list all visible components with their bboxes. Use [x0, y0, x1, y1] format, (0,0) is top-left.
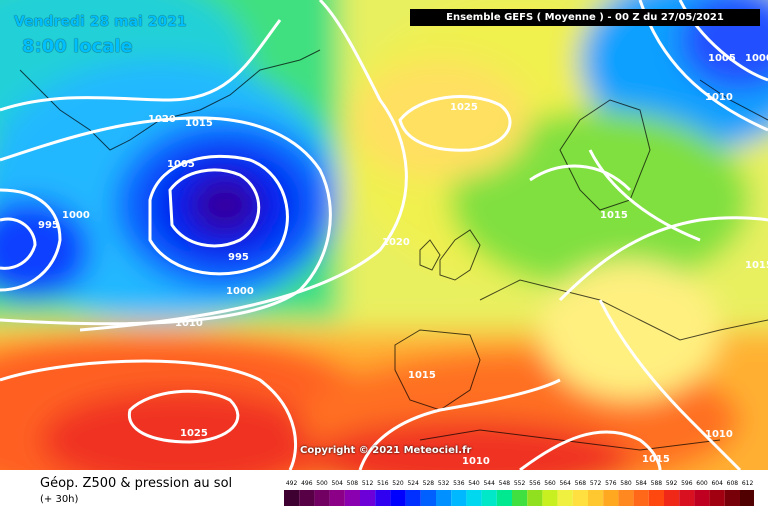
legend-tick-label: 492	[286, 480, 298, 487]
legend-color-swatch	[451, 490, 467, 506]
isobar-label: 1000	[62, 210, 90, 221]
legend-color-swatch	[284, 490, 300, 506]
legend-tick-label: 540	[468, 480, 480, 487]
isobar-label: 1015	[185, 118, 213, 129]
footer-title: Géop. Z500 & pression au sol	[40, 476, 233, 491]
legend-tick-label: 588	[651, 480, 663, 487]
legend-tick-label: 512	[362, 480, 374, 487]
isobars	[0, 0, 768, 470]
legend-color-swatch	[329, 490, 345, 506]
legend-tick-label: 596	[681, 480, 693, 487]
isobar-label: 1015	[642, 454, 670, 465]
legend-color-swatch	[375, 490, 391, 506]
legend-color-swatch	[709, 490, 725, 506]
legend-color-swatch	[603, 490, 619, 506]
legend-tick-label: 552	[514, 480, 526, 487]
legend-tick-label: 580	[620, 480, 632, 487]
color-scale-legend: 492 496 500 504 508 512 516 520 524 528 532 536 540 5…	[284, 480, 754, 506]
isobar-label: 1015	[408, 370, 436, 381]
legend-color-swatch	[724, 490, 740, 506]
legend-color-swatch	[694, 490, 710, 506]
legend-color-swatch	[527, 490, 543, 506]
legend-tick-label: 604	[711, 480, 723, 487]
legend-color-swatch	[557, 490, 573, 506]
legend-tick-label: 560	[544, 480, 556, 487]
legend-color-swatch	[740, 490, 754, 506]
isobar-label: 1015	[600, 210, 628, 221]
isobar-label: 1020	[382, 237, 410, 248]
isobar-label: 1025	[180, 428, 208, 439]
legend-color-swatch	[572, 490, 588, 506]
legend-color-swatch	[314, 490, 330, 506]
legend-tick-label: 576	[605, 480, 617, 487]
legend-color-swatch	[618, 490, 634, 506]
legend-color-swatch	[542, 490, 558, 506]
legend-color-swatch	[466, 490, 482, 506]
legend-tick-label: 520	[392, 480, 404, 487]
legend-tick-label: 608	[727, 480, 739, 487]
isobar-label-group: 1020 1015 1005 1000 995 995 1000 1010 10…	[38, 53, 768, 467]
z500-color-field	[0, 0, 768, 470]
legend-tick-label: 544	[483, 480, 495, 487]
legend-tick-label: 536	[453, 480, 465, 487]
forecast-date: Vendredi 28 mai 2021	[14, 14, 187, 30]
legend-tick-label: 508	[347, 480, 359, 487]
legend-tick-label: 504	[331, 480, 343, 487]
legend-color-swatch	[420, 490, 436, 506]
legend-color-swatch	[299, 490, 315, 506]
legend-tick-label: 500	[316, 480, 328, 487]
model-header: Ensemble GEFS ( Moyenne ) - 00 Z du 27/0…	[410, 9, 760, 26]
legend-color-swatch	[436, 490, 452, 506]
isobar-label: 995	[228, 252, 249, 263]
legend-color-swatch	[664, 490, 680, 506]
weather-map: 1020 1015 1005 1000 995 995 1000 1010 10…	[0, 0, 768, 470]
legend-color-swatch	[496, 490, 512, 506]
legend-tick-label: 548	[499, 480, 511, 487]
isobar-label: 1000	[745, 53, 768, 64]
isobar-label: 995	[38, 220, 59, 231]
legend-color-swatch	[648, 490, 664, 506]
isobar-label: 1010	[705, 92, 733, 103]
isobar-label: 1010	[705, 429, 733, 440]
copyright-notice: Copyright © 2021 Meteociel.fr	[300, 445, 472, 456]
legend-tick-label: 528	[423, 480, 435, 487]
legend-color-swatch	[679, 490, 695, 506]
isobar-label: 1015	[745, 260, 768, 271]
isobar-label: 1005	[167, 159, 195, 170]
legend-tick-label: 524	[407, 480, 419, 487]
legend-color-swatch	[588, 490, 604, 506]
legend-color-swatch	[633, 490, 649, 506]
legend-tick-label: 592	[666, 480, 678, 487]
coastlines	[19, 49, 768, 451]
isobar-label: 1000	[226, 286, 254, 297]
legend-color-swatch	[344, 490, 360, 506]
isobar-label: 1020	[148, 114, 176, 125]
legend-tick-label: 532	[438, 480, 450, 487]
isobar-label: 1010	[175, 318, 203, 329]
local-time: 8:00 locale	[22, 36, 133, 57]
legend-tick-label: 496	[301, 480, 313, 487]
legend-color-swatch	[512, 490, 528, 506]
legend-color-swatch	[481, 490, 497, 506]
isobar-label: 1010	[462, 456, 490, 467]
legend-tick-label: 572	[590, 480, 602, 487]
legend-tick-label: 556	[529, 480, 541, 487]
legend-tick-label: 568	[575, 480, 587, 487]
legend-tick-label: 612	[742, 480, 754, 487]
legend-tick-label: 584	[635, 480, 647, 487]
footer-subtitle: (+ 30h)	[40, 494, 79, 505]
legend-tick-label: 516	[377, 480, 389, 487]
isobar-label: 1005	[708, 53, 736, 64]
isobar-label: 1025	[450, 102, 478, 113]
legend-tick-label: 600	[696, 480, 708, 487]
legend-color-swatch	[390, 490, 406, 506]
legend-color-swatch	[360, 490, 376, 506]
legend-tick-label: 564	[559, 480, 571, 487]
legend-color-swatch	[405, 490, 421, 506]
